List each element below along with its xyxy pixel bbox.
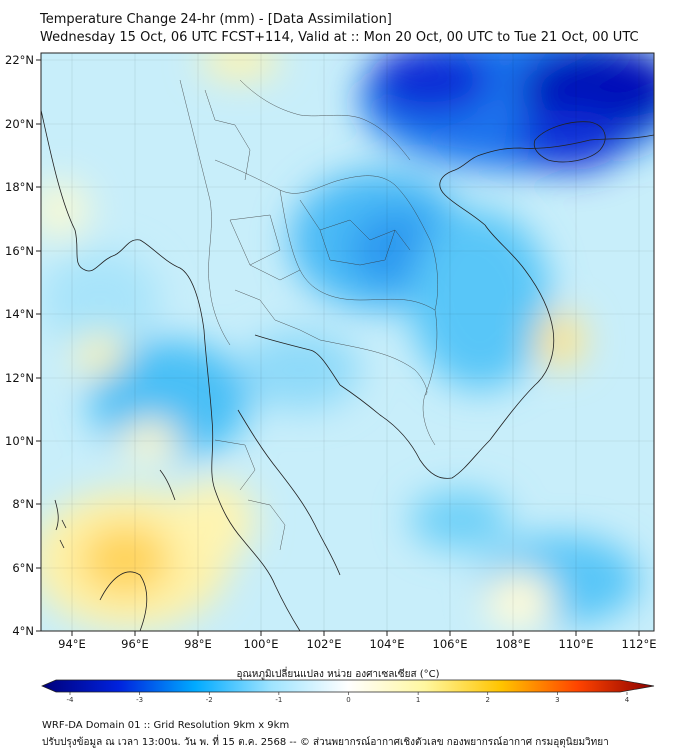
lon-label: 108°E — [496, 637, 531, 651]
lat-label: 10°N — [5, 434, 34, 448]
lon-label: 112°E — [622, 637, 657, 651]
lon-labels: 94°E 96°E 98°E 100°E 102°E 104°E 106°E 1… — [58, 637, 656, 651]
lat-label: 8°N — [12, 497, 34, 511]
colorbar-tick-label: 2 — [486, 696, 490, 704]
temperature-field — [41, 53, 654, 631]
colorbar: -4 -3 -2 -1 0 1 2 3 4 — [41, 679, 655, 704]
lat-label: 6°N — [12, 561, 34, 575]
chart-subtitle: Wednesday 15 Oct, 06 UTC FCST+114, Valid… — [40, 30, 639, 45]
lat-label: 12°N — [5, 371, 34, 385]
colorbar-tick-label: -3 — [136, 696, 143, 704]
footer-credit: ปรับปรุงข้อมูล ณ เวลา 13:00น. วัน พ. ที่… — [42, 737, 609, 748]
lon-label: 98°E — [184, 637, 212, 651]
lat-label: 4°N — [12, 624, 34, 638]
lat-label: 16°N — [5, 244, 34, 258]
coastlines — [41, 109, 654, 631]
lon-label: 110°E — [559, 637, 594, 651]
lon-label: 94°E — [58, 637, 86, 651]
colorbar-tick-label: -2 — [206, 696, 213, 704]
admin-borders — [179, 79, 438, 551]
lon-label: 106°E — [433, 637, 468, 651]
colorbar-label: อุณหภูมิเปลี่ยนแปลง หน่วย องศาเซลเซียส (… — [236, 669, 440, 680]
lon-label: 100°E — [244, 637, 279, 651]
colorbar-tick-label: 1 — [416, 696, 420, 704]
footer-model-info: WRF-DA Domain 01 :: Grid Resolution 9km … — [42, 720, 290, 731]
lon-label: 96°E — [121, 637, 149, 651]
lon-label: 104°E — [370, 637, 405, 651]
chart-title: Temperature Change 24-hr (mm) - [Data As… — [40, 12, 392, 27]
lat-label: 14°N — [5, 307, 34, 321]
map-frame — [40, 52, 655, 632]
colorbar-bar — [41, 679, 655, 693]
colorbar-tick-label: -4 — [67, 696, 75, 704]
lat-label: 18°N — [5, 180, 34, 194]
colorbar-tick-label: -1 — [275, 696, 282, 704]
graticule — [41, 53, 654, 631]
colorbar-tick-label: 3 — [555, 696, 559, 704]
colorbar-tick-label: 4 — [625, 696, 630, 704]
lat-labels: 4°N 6°N 8°N 10°N 12°N 14°N 16°N 18°N 20°… — [5, 53, 34, 638]
lat-label: 20°N — [5, 117, 34, 131]
lat-label: 22°N — [5, 53, 34, 67]
lon-label: 102°E — [307, 637, 342, 651]
colorbar-ticks: -4 -3 -2 -1 0 1 2 3 4 — [67, 692, 630, 704]
colorbar-tick-label: 0 — [346, 696, 350, 704]
axis-ticks — [36, 59, 640, 636]
